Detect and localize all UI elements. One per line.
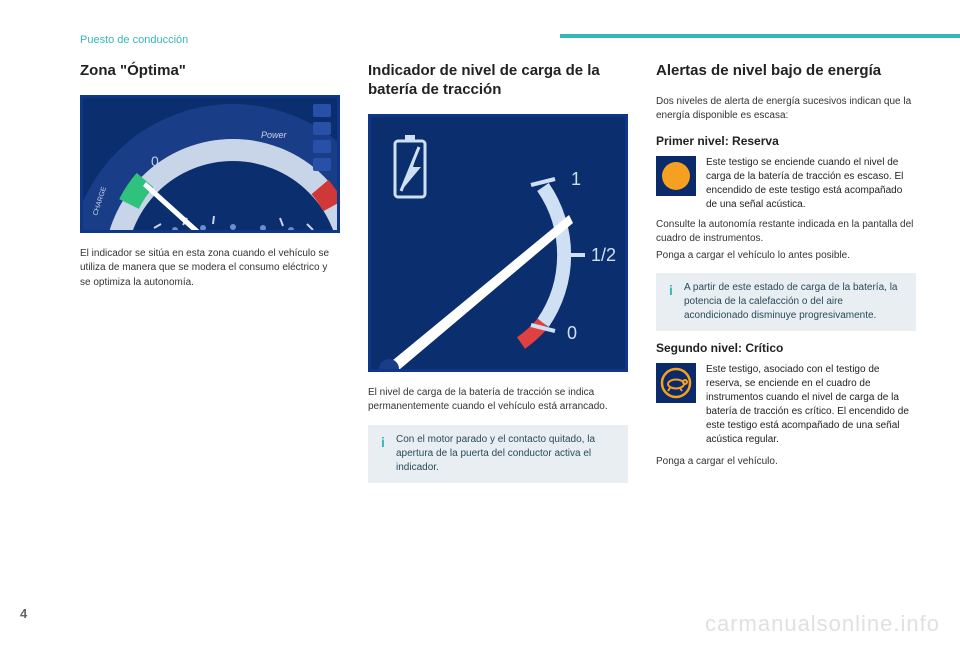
col2-heading: Indicador de nivel de carga de la baterí…: [368, 62, 628, 100]
col3-intro: Dos niveles de alerta de energía sucesiv…: [656, 95, 916, 124]
battery-tick-0: 0: [567, 323, 577, 343]
info-icon: i: [376, 433, 390, 447]
col2-body: El nivel de carga de la batería de tracc…: [368, 386, 628, 415]
gauge-power-label: Power: [261, 130, 288, 140]
info-box-heating: i A partir de este estado de carga de la…: [656, 273, 916, 331]
col1-heading: Zona "Óptima": [80, 62, 340, 81]
column-1: Zona "Óptima": [80, 62, 340, 493]
battery-tick-1: 1: [571, 169, 581, 189]
critical-warning-icon: [656, 363, 696, 403]
battery-gauge: 1 1/2 0: [368, 114, 628, 372]
watermark: carmanualsonline.info: [705, 611, 940, 637]
level2-after: Ponga a cargar el vehículo.: [656, 455, 916, 470]
col1-body: El indicador se sitúa en esta zona cuand…: [80, 247, 340, 291]
info-text-1: Con el motor parado y el contacto quitad…: [396, 434, 595, 473]
level1-after1: Consulte la autonomía restante indicada …: [656, 218, 916, 247]
dash-tell-tales: [313, 104, 331, 171]
info-box-engine-off: i Con el motor parado y el contacto quit…: [368, 425, 628, 483]
content-columns: Zona "Óptima": [80, 62, 920, 493]
info-text-2: A partir de este estado de carga de la b…: [684, 282, 897, 321]
level2-heading: Segundo nivel: Crítico: [656, 341, 916, 355]
level2-body: Este testigo, asociado con el testigo de…: [706, 363, 916, 447]
battery-tick-half: 1/2: [591, 245, 616, 265]
level1-body: Este testigo se enciende cuando el nivel…: [706, 156, 916, 212]
level1-row: Este testigo se enciende cuando el nivel…: [656, 156, 916, 212]
optimal-zone-gauge: 0 Power CHARGE: [80, 95, 340, 233]
column-2: Indicador de nivel de carga de la baterí…: [368, 62, 628, 493]
col3-heading: Alertas de nivel bajo de energía: [656, 62, 916, 81]
section-label: Puesto de conducción: [80, 34, 188, 46]
level1-after2: Ponga a cargar el vehículo lo antes posi…: [656, 249, 916, 264]
page-number: 4: [20, 606, 27, 621]
column-3: Alertas de nivel bajo de energía Dos niv…: [656, 62, 916, 493]
level1-heading: Primer nivel: Reserva: [656, 134, 916, 148]
info-icon: i: [664, 281, 678, 295]
reserve-warning-icon: [656, 156, 696, 196]
header-accent-bar: [560, 34, 960, 38]
level2-row: Este testigo, asociado con el testigo de…: [656, 363, 916, 447]
gauge-zero-label: 0: [151, 153, 159, 169]
